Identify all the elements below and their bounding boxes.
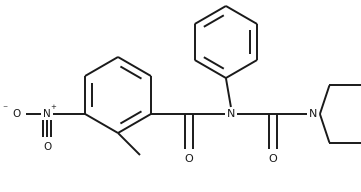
Text: O: O <box>43 142 51 152</box>
Text: ⁻: ⁻ <box>3 104 8 114</box>
Text: +: + <box>50 104 56 110</box>
Text: N: N <box>309 109 317 119</box>
Text: O: O <box>184 154 193 164</box>
Text: N: N <box>43 109 51 119</box>
Text: O: O <box>12 109 20 119</box>
Text: O: O <box>269 154 277 164</box>
Text: N: N <box>227 109 235 119</box>
